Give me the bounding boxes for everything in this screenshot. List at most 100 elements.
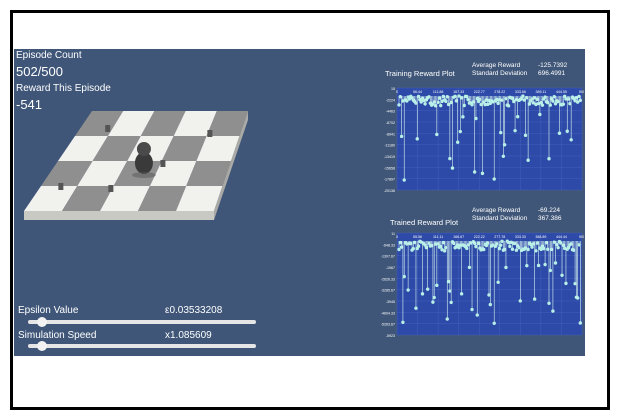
epsilon-slider-handle[interactable] bbox=[36, 317, 47, 327]
reward-point bbox=[531, 101, 536, 105]
reward-point bbox=[526, 158, 530, 162]
reward-point bbox=[549, 247, 554, 252]
reward-point bbox=[419, 240, 423, 244]
reward-point bbox=[455, 243, 460, 247]
y-tick-label: -2224 bbox=[386, 98, 395, 102]
app-window: Episode Count 502/500 Reward This Episod… bbox=[14, 49, 585, 356]
reward-point bbox=[573, 99, 577, 103]
reward-point bbox=[552, 240, 556, 244]
board-tile bbox=[186, 161, 231, 186]
reward-point bbox=[446, 279, 451, 284]
reward-point bbox=[500, 98, 504, 102]
y-tick-label: 11 bbox=[391, 232, 395, 236]
y-tick-label: -5263.67 bbox=[381, 323, 395, 327]
reward-point bbox=[483, 102, 487, 107]
reward-point bbox=[510, 96, 515, 101]
x-tick-label: 56.44 bbox=[413, 90, 422, 94]
reward-point bbox=[499, 130, 503, 135]
training-std-value: 696.4991 bbox=[538, 70, 566, 77]
reward-point bbox=[577, 243, 581, 247]
x-tick-label: 278.22 bbox=[494, 90, 505, 94]
reward-point bbox=[399, 134, 404, 139]
reward-point bbox=[545, 247, 550, 252]
reward-point bbox=[532, 96, 537, 100]
reward-point bbox=[527, 102, 532, 106]
reward-point bbox=[499, 243, 503, 247]
reward-point bbox=[435, 132, 439, 137]
board-tile bbox=[100, 186, 150, 211]
reward-point bbox=[534, 249, 538, 253]
reward-point bbox=[506, 240, 511, 245]
y-tick-label: -4604.33 bbox=[381, 311, 395, 315]
reward-point bbox=[562, 246, 567, 251]
reward-point bbox=[482, 247, 486, 252]
reward-point bbox=[445, 317, 449, 321]
reward-point bbox=[469, 241, 473, 245]
speed-slider-handle[interactable] bbox=[36, 341, 47, 351]
episode-count-value: 502/500 bbox=[16, 64, 63, 79]
reward-point bbox=[515, 115, 520, 119]
reward-point bbox=[422, 98, 426, 103]
reward-point bbox=[547, 157, 551, 161]
reward-point bbox=[425, 287, 430, 291]
reward-point bbox=[497, 246, 502, 251]
reward-point bbox=[455, 140, 460, 144]
reward-point bbox=[548, 268, 553, 273]
x-tick-label: 222.77 bbox=[474, 90, 485, 94]
reward-point bbox=[435, 283, 439, 288]
x-tick-label: 167.33 bbox=[453, 90, 464, 94]
speed-slider[interactable] bbox=[28, 341, 256, 351]
reward-point bbox=[436, 242, 440, 246]
reward-point bbox=[452, 241, 456, 246]
reward-point bbox=[502, 247, 507, 252]
reward-point bbox=[448, 156, 452, 161]
reward-point bbox=[433, 242, 438, 246]
y-tick-label: -4463 bbox=[386, 110, 395, 114]
reward-point bbox=[467, 265, 472, 270]
reward-point bbox=[513, 241, 517, 246]
reward-point bbox=[512, 99, 516, 104]
reward-point bbox=[479, 102, 483, 107]
reward-point bbox=[536, 101, 541, 106]
board-tile bbox=[161, 136, 207, 161]
reward-point bbox=[561, 102, 566, 106]
reward-point bbox=[433, 104, 438, 108]
training-plot-title: Training Reward Plot bbox=[385, 69, 455, 78]
reward-point bbox=[530, 245, 534, 249]
reward-point bbox=[508, 244, 512, 249]
reward-point bbox=[480, 171, 485, 176]
reward-point bbox=[416, 244, 421, 248]
speed-value: x1.085609 bbox=[165, 330, 212, 341]
reward-point bbox=[560, 273, 564, 277]
x-tick-label: 389.11 bbox=[536, 90, 547, 94]
reward-point bbox=[449, 300, 453, 305]
reward-episode-label: Reward This Episode bbox=[16, 83, 111, 94]
reward-point bbox=[564, 97, 568, 101]
reward-point bbox=[545, 100, 550, 105]
reward-point bbox=[496, 101, 500, 106]
reward-point bbox=[439, 103, 443, 108]
epsilon-slider[interactable] bbox=[28, 317, 256, 327]
board-tile bbox=[176, 186, 223, 211]
reward-point bbox=[509, 240, 513, 245]
reward-point bbox=[448, 289, 452, 293]
reward-point bbox=[419, 100, 423, 104]
reward-point bbox=[427, 95, 431, 99]
reward-point bbox=[402, 274, 406, 279]
reward-point bbox=[414, 306, 418, 310]
reward-point bbox=[519, 97, 524, 101]
reward-point bbox=[534, 102, 538, 107]
x-tick-label: 500 bbox=[579, 235, 584, 239]
reward-point bbox=[442, 249, 447, 253]
reward-point bbox=[401, 320, 405, 324]
reward-point bbox=[492, 321, 496, 325]
reward-point bbox=[518, 299, 523, 303]
reward-point bbox=[565, 129, 569, 133]
x-tick-label: 55.56 bbox=[413, 235, 422, 239]
reward-point bbox=[529, 242, 533, 247]
reward-point bbox=[492, 177, 496, 181]
reward-point bbox=[446, 102, 451, 107]
reward-point bbox=[458, 129, 463, 134]
x-tick-label: 444.44 bbox=[556, 235, 567, 239]
board-tile bbox=[173, 111, 217, 136]
